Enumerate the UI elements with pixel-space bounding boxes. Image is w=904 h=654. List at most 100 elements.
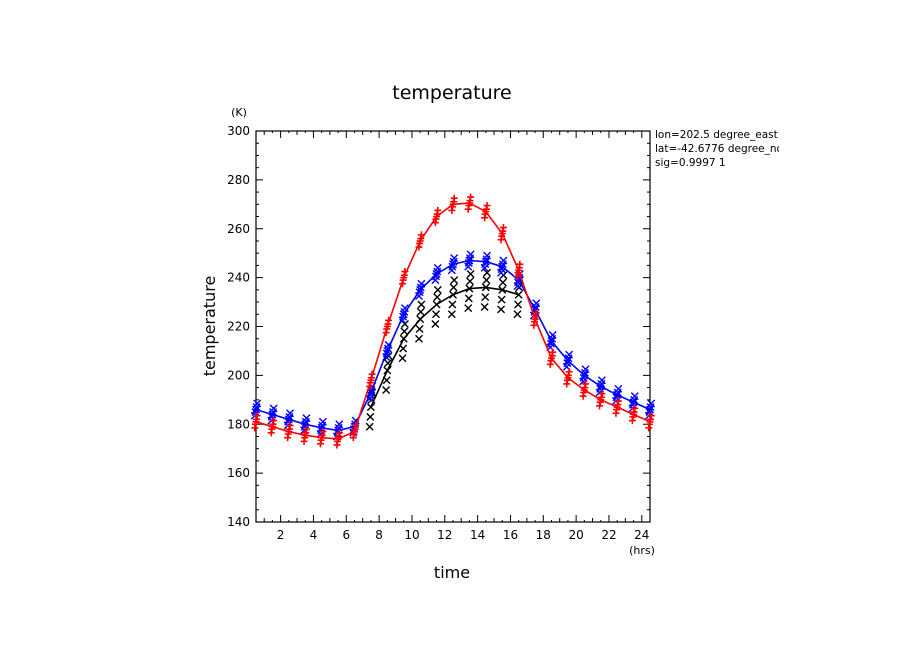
marker-black [450, 276, 459, 285]
marker-blue [433, 263, 442, 272]
series-line-black [370, 286, 519, 408]
marker-black [481, 293, 490, 302]
marker-red [450, 194, 458, 202]
marker-black [382, 376, 391, 385]
marker-black [399, 334, 408, 343]
marker-blue [581, 365, 590, 374]
series-black [365, 268, 524, 431]
marker-black [481, 283, 490, 292]
marker-black [480, 302, 489, 311]
marker-red [319, 428, 327, 436]
marker-black [514, 290, 523, 299]
marker-blue [483, 251, 492, 260]
marker-black [400, 320, 409, 329]
marker-red [253, 412, 261, 420]
marker-black [497, 305, 506, 314]
marker-red [614, 397, 622, 405]
marker-black [399, 344, 408, 353]
marker-black [482, 276, 491, 285]
marker-black [483, 268, 492, 277]
marker-black [449, 290, 457, 299]
marker-blue [614, 384, 623, 393]
marker-blue [252, 405, 260, 414]
marker-red [532, 309, 540, 317]
marker-blue [548, 331, 557, 340]
marker-red [286, 421, 294, 429]
marker-blue [317, 423, 326, 432]
marker-blue [547, 337, 556, 346]
marker-red [335, 429, 343, 437]
marker-blue [318, 417, 327, 426]
marker-red [467, 193, 475, 201]
marker-blue [449, 260, 457, 269]
series-line-red [255, 202, 651, 440]
marker-black [498, 285, 507, 294]
marker-black [400, 327, 409, 336]
marker-black [383, 359, 392, 368]
x-tick-label: 4 [310, 528, 318, 542]
marker-blue [597, 376, 606, 385]
marker-blue [630, 392, 639, 401]
marker-blue [646, 405, 654, 414]
marker-blue [532, 299, 541, 308]
marker-black [466, 277, 475, 286]
marker-black [416, 315, 425, 324]
marker-red [352, 421, 360, 429]
marker-red [270, 417, 278, 425]
marker-red [631, 404, 639, 412]
marker-blue [399, 310, 408, 319]
marker-black [497, 295, 506, 304]
series-group [250, 193, 656, 449]
marker-black [448, 300, 457, 309]
x-tick-label: 18 [536, 528, 551, 542]
x-tick-label: 12 [437, 528, 452, 542]
marker-blue [498, 262, 507, 271]
marker-red [368, 370, 376, 378]
x-tick-label: 10 [404, 528, 419, 542]
marker-red [516, 260, 524, 268]
y-tick-label: 220 [227, 320, 250, 334]
x-tick-label: 22 [601, 528, 616, 542]
marker-blue [465, 256, 474, 265]
marker-black [431, 310, 440, 319]
y-axis-label: temperature [200, 276, 219, 377]
x-tick-label: 24 [634, 528, 649, 542]
x-axis-label: time [434, 563, 470, 582]
marker-black [366, 412, 375, 421]
y-tick-label: 140 [227, 515, 250, 529]
marker-blue [286, 409, 295, 418]
marker-black [398, 354, 407, 363]
x-tick-label: 6 [342, 528, 350, 542]
marker-black [513, 310, 522, 319]
y-tick-label: 260 [227, 222, 250, 236]
marker-black [417, 300, 426, 309]
x-unit-label: (hrs) [629, 544, 655, 557]
marker-black [415, 324, 424, 333]
series-red [251, 193, 655, 449]
marker-red [582, 380, 590, 388]
marker-blue [384, 340, 393, 349]
marker-blue [400, 304, 409, 313]
y-tick-label: 200 [227, 368, 250, 382]
marker-black [366, 403, 375, 412]
marker-black [449, 283, 458, 292]
marker-black [498, 278, 507, 287]
x-tick-label: 16 [503, 528, 518, 542]
marker-black [466, 269, 475, 278]
marker-blue [613, 390, 622, 399]
marker-red [647, 412, 655, 420]
marker-black [464, 294, 473, 303]
marker-black [514, 300, 523, 309]
marker-black [464, 304, 473, 313]
marker-black [382, 386, 391, 395]
y-tick-label: 240 [227, 271, 250, 285]
info-line-lon: lon=202.5 degree_east [655, 129, 778, 141]
marker-blue [268, 410, 277, 419]
marker-blue [253, 399, 262, 408]
marker-blue [269, 404, 278, 413]
marker-blue [302, 414, 311, 423]
marker-red [598, 390, 606, 398]
marker-red [434, 206, 442, 214]
plot-frame [255, 130, 651, 523]
marker-blue [629, 398, 638, 407]
